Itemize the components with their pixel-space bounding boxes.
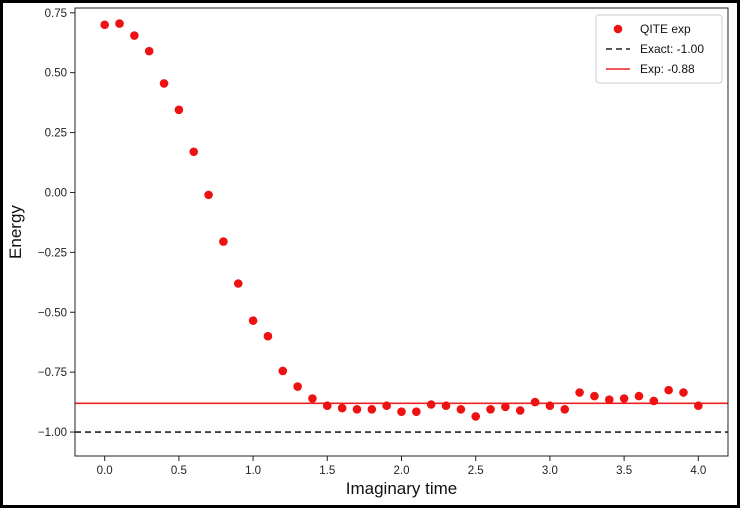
x-tick-label: 1.5 <box>319 465 335 477</box>
data-point <box>412 407 421 416</box>
data-point <box>426 400 436 409</box>
y-axis-label: Energy <box>6 205 25 259</box>
data-point <box>100 20 109 30</box>
data-point <box>694 401 703 410</box>
data-point <box>308 394 317 403</box>
data-point <box>530 397 540 407</box>
data-point <box>293 382 302 391</box>
data-point <box>441 401 451 410</box>
legend-box <box>595 14 723 84</box>
y-tick-label: 0.00 <box>45 187 67 199</box>
data-point <box>486 404 495 414</box>
data-point <box>174 105 184 115</box>
data-point <box>337 403 347 413</box>
legend-label-2: Exp: -0.88 <box>640 62 695 76</box>
data-point <box>604 395 614 405</box>
y-tick-label: 0.50 <box>45 68 67 80</box>
figure: 0.0 0.5 1.0 1.5 2.0 2.5 3.0 3.5 4.0 0.75 0.50 0.25 0… <box>3 3 737 505</box>
data-point <box>679 388 688 397</box>
axes: 0.0 0.5 1.0 1.5 2.0 2.5 3.0 3.5 4.0 0.75 0.50 0.25 0… <box>38 7 729 477</box>
y-tick-label: 0.25 <box>45 128 67 140</box>
x-tick-label: 0.0 <box>97 465 113 477</box>
legend: QITE exp Exact: -1.00 Exp: -0.88 <box>595 14 723 84</box>
data-point <box>233 279 243 288</box>
x-tick-label: 3.0 <box>542 465 558 477</box>
data-point <box>382 401 391 410</box>
data-point <box>263 331 273 341</box>
data-point <box>575 388 584 397</box>
x-tick-label: 2.5 <box>468 465 484 477</box>
data-point <box>501 402 510 412</box>
data-point <box>278 366 288 376</box>
data-point <box>619 394 629 403</box>
data-point <box>560 404 570 414</box>
data-point <box>545 401 555 410</box>
data-point <box>590 391 599 401</box>
y-tick-label: −1.00 <box>38 427 67 439</box>
energy-chart: 0.0 0.5 1.0 1.5 2.0 2.5 3.0 3.5 4.0 0.75 0.50 0.25 0… <box>6 7 729 498</box>
x-axis-label: Imaginary time <box>346 479 457 498</box>
data-point <box>322 401 332 410</box>
series-0-points <box>100 19 703 421</box>
data-point <box>130 31 139 40</box>
data-point <box>204 190 213 200</box>
data-point <box>159 79 169 88</box>
x-tick-label: 2.0 <box>394 465 410 477</box>
data-point <box>115 19 124 28</box>
data-point <box>397 407 406 416</box>
data-point <box>471 412 481 421</box>
data-point <box>189 147 199 157</box>
data-point <box>649 396 659 406</box>
data-point <box>367 404 377 414</box>
data-point <box>352 404 362 414</box>
data-point <box>664 385 673 395</box>
legend-label-0: QITE exp <box>640 22 691 36</box>
legend-marker-0 <box>613 24 623 34</box>
x-tick-label: 3.5 <box>616 465 632 477</box>
chart-marks <box>75 19 728 433</box>
y-tick-label: −0.50 <box>38 307 67 319</box>
y-tick-label: −0.25 <box>38 247 67 259</box>
x-tick-label: 4.0 <box>690 465 706 477</box>
data-point <box>248 316 258 325</box>
data-point <box>144 46 154 56</box>
data-point <box>515 406 525 415</box>
y-tick-label: 0.75 <box>45 8 67 20</box>
data-point <box>634 391 644 401</box>
data-point <box>219 237 228 246</box>
y-tick-label: −0.75 <box>38 367 67 379</box>
legend-label-1: Exact: -1.00 <box>640 42 704 56</box>
x-tick-label: 0.5 <box>171 465 187 477</box>
data-point <box>456 404 466 414</box>
x-tick-label: 1.0 <box>245 465 261 477</box>
